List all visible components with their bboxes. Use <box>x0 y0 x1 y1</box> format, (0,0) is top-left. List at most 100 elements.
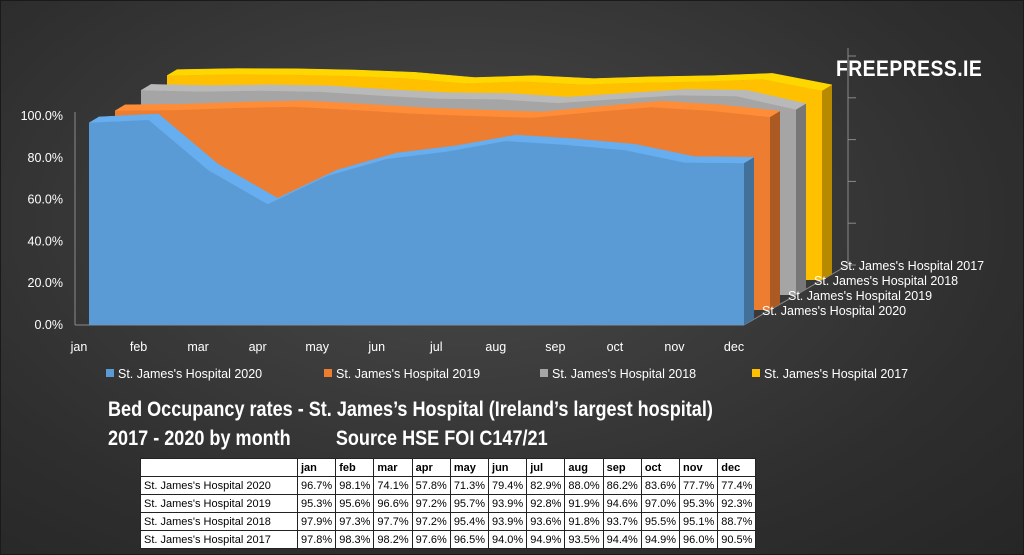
table-row: St. James's Hospital 2017 97.8% 98.3% 98.2%… <box>140 530 757 549</box>
table-cell: 97.6% <box>411 530 451 549</box>
table-cell: 97.7% <box>373 512 413 531</box>
table-row: St. James's Hospital 2020 96.7% 98.1% 74.1%… <box>140 476 757 495</box>
table-cell: 77.7% <box>679 476 719 495</box>
table-cell: 93.7% <box>602 512 642 531</box>
table-header-dec: dec <box>717 458 757 477</box>
table-row-label: St. James's Hospital 2017 <box>140 530 298 549</box>
table-cell: 97.9% <box>296 512 337 531</box>
table-cell: 94.9% <box>526 530 566 549</box>
depth-axis-series-label: St. James's Hospital 2019 <box>788 289 932 303</box>
table-header-mar: mar <box>373 458 413 477</box>
table-header-jun: jun <box>488 458 528 477</box>
table-cell: 97.2% <box>411 512 451 531</box>
table-cell: 94.6% <box>602 494 642 513</box>
legend-label: St. James's Hospital 2020 <box>118 367 262 381</box>
table-cell: 93.9% <box>488 512 528 531</box>
table-cell: 74.1% <box>373 476 413 495</box>
table-cell: 97.2% <box>411 494 451 513</box>
table-cell: 93.6% <box>526 512 566 531</box>
x-tick-label: feb <box>130 340 147 354</box>
table-cell: 82.9% <box>526 476 566 495</box>
table-header-sep: sep <box>602 458 642 477</box>
series-side-face <box>770 111 780 310</box>
table-header-feb: feb <box>335 458 375 477</box>
legend-label: St. James's Hospital 2018 <box>552 367 696 381</box>
series-side-face <box>744 157 754 325</box>
x-tick-label: mar <box>187 340 209 354</box>
legend-label: St. James's Hospital 2019 <box>336 367 480 381</box>
table-cell: 98.3% <box>335 530 375 549</box>
table-cell: 95.7% <box>449 494 490 513</box>
x-tick-label: dec <box>724 340 744 354</box>
legend-swatch <box>752 369 760 377</box>
x-tick-label: nov <box>664 340 685 354</box>
table-cell: 96.5% <box>449 530 490 549</box>
series-top-surface <box>683 156 755 164</box>
table-cell: 88.0% <box>564 476 604 495</box>
table-row: St. James's Hospital 2019 95.3% 95.6% 96.6%… <box>140 494 757 513</box>
table-cell: 96.0% <box>679 530 719 549</box>
table-cell: 94.0% <box>488 530 528 549</box>
series-area-1 <box>89 119 744 325</box>
table-cell: 90.5% <box>717 530 757 549</box>
series-top-surface <box>676 89 748 97</box>
x-tick-label: jan <box>70 340 88 354</box>
series-top-surface <box>199 84 272 92</box>
table-row: St. James's Hospital 2018 97.9% 97.3% 97.7%… <box>140 512 757 531</box>
table-cell: 93.9% <box>488 494 528 513</box>
series-top-surface <box>114 103 186 112</box>
series-top-surface <box>285 68 357 77</box>
depth-axis-series-label: St. James's Hospital 2017 <box>840 259 984 273</box>
table-cell: 97.3% <box>335 512 375 531</box>
table-cell: 96.7% <box>296 476 337 495</box>
data-table: jan feb mar apr may jun jul aug sep oct nov dec St.… <box>140 458 757 549</box>
table-header-may: may <box>449 458 490 477</box>
y-tick-label: 40.0% <box>28 234 63 248</box>
table-header-aug: aug <box>564 458 604 477</box>
legend-swatch <box>324 369 332 377</box>
depth-axis-series-label: St. James's Hospital 2018 <box>814 274 958 288</box>
table-header-row: jan feb mar apr may jun jul aug sep oct nov dec <box>140 458 757 477</box>
y-tick-label: 100.0% <box>21 109 63 123</box>
series-top-surface <box>259 84 331 93</box>
table-cell: 88.7% <box>717 512 757 531</box>
table-cell: 95.1% <box>679 512 719 531</box>
table-header-apr: apr <box>411 458 451 477</box>
x-tick-label: oct <box>607 340 624 354</box>
x-tick-label: sep <box>545 340 565 354</box>
table-cell: 83.6% <box>640 476 681 495</box>
x-tick-label: apr <box>249 340 267 354</box>
table-cell: 95.3% <box>296 494 337 513</box>
table-header-jan: jan <box>296 458 337 477</box>
table-cell: 71.3% <box>449 476 490 495</box>
table-header-oct: oct <box>640 458 681 477</box>
series-top-surface <box>437 92 510 100</box>
table-cell: 95.5% <box>640 512 681 531</box>
y-tick-label: 20.0% <box>28 276 63 290</box>
table-header-jul: jul <box>526 458 566 477</box>
table-cell: 91.8% <box>564 512 604 531</box>
y-tick-label: 80.0% <box>28 151 63 165</box>
table-cell: 77.4% <box>717 476 757 495</box>
brand-logo: FREEPRESS.IE <box>836 56 983 81</box>
series-top-surface <box>140 84 212 92</box>
table-corner-cell <box>140 458 298 477</box>
table-cell: 95.4% <box>449 512 490 531</box>
table-cell: 92.3% <box>717 494 757 513</box>
series-side-face <box>822 84 832 280</box>
series-top-surface <box>225 68 297 76</box>
table-cell: 98.2% <box>373 530 413 549</box>
x-tick-label: jul <box>429 340 443 354</box>
x-tick-label: may <box>305 340 329 354</box>
table-cell: 79.4% <box>488 476 528 495</box>
x-tick-label: jun <box>367 340 385 354</box>
table-cell: 96.6% <box>373 494 413 513</box>
chart-caption-source: 2017 - 2020 by month Source HSE FOI C147… <box>108 427 548 450</box>
x-tick-label: aug <box>485 340 506 354</box>
table-cell: 95.3% <box>679 494 719 513</box>
legend-label: St. James's Hospital 2017 <box>764 367 908 381</box>
table-cell: 94.9% <box>640 530 681 549</box>
table-cell: 95.6% <box>335 494 375 513</box>
